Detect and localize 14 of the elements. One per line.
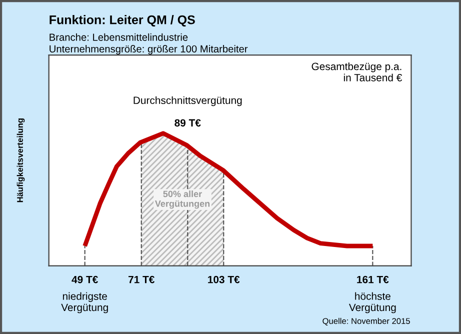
source-note: Quelle: November 2015 xyxy=(322,318,410,326)
text: niedrigste Vergütung xyxy=(61,292,108,314)
x-tick-label: 71 T€ xyxy=(128,276,155,284)
text: Durchschnittsvergütung xyxy=(134,96,242,106)
band-label: 50% aller Vergütungen xyxy=(154,190,210,209)
y-axis-title: Häufigkeitsverteilung xyxy=(16,118,25,202)
text: Gesamtbezüge p.a. in Tausend € xyxy=(312,62,402,82)
x-tick-label: 161 T€ xyxy=(357,276,389,284)
chart-title: Funktion: Leiter QM / QS xyxy=(50,15,195,27)
chart-subtitle: Branche: Lebensmittelindustrie Unternehmensgröße: größer 100 Mitarbeiter xyxy=(50,33,248,55)
ref-line-label: 89 T€ xyxy=(174,119,201,127)
x-tick-label: 49 T€ xyxy=(72,276,98,284)
x-tick-label: 103 T€ xyxy=(208,276,240,284)
text: höchste Vergütung xyxy=(348,292,396,314)
